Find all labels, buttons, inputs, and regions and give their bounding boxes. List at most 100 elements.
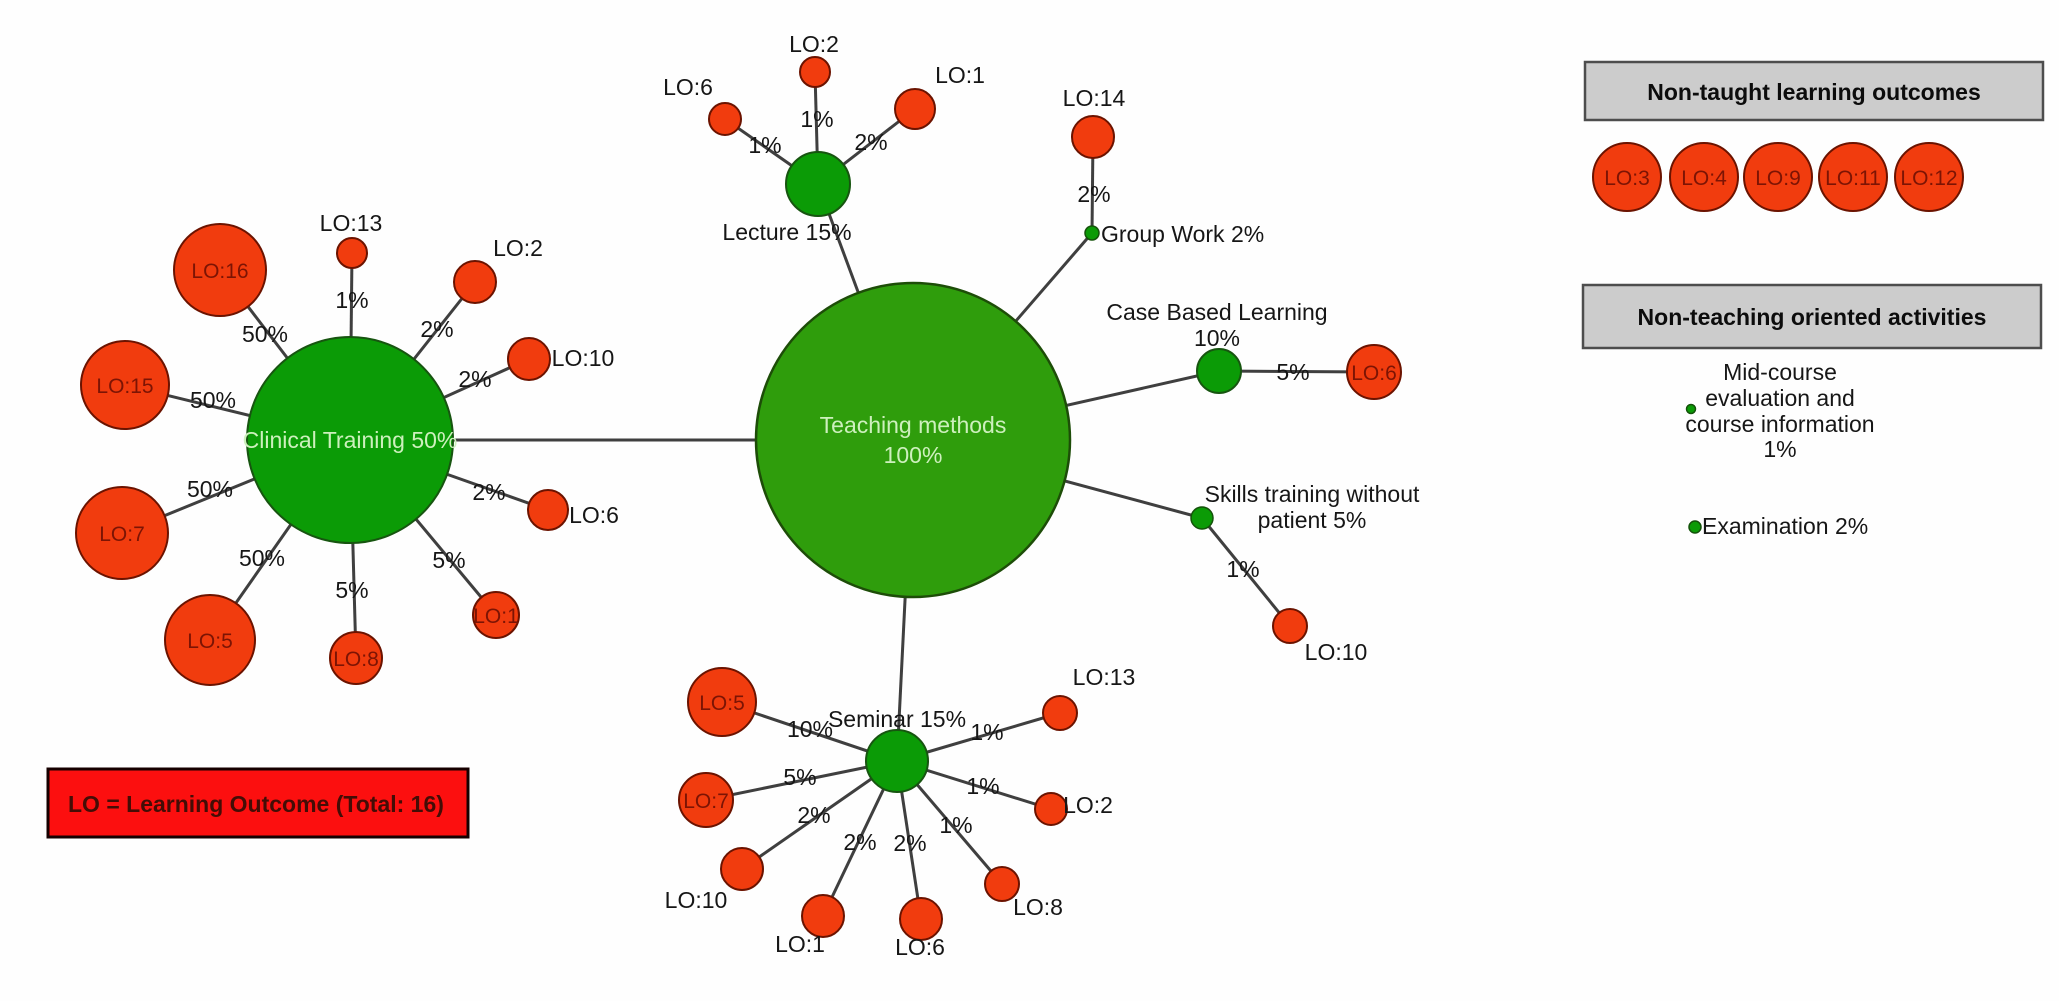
node-sem_lo8 [984, 866, 1020, 902]
midcourse-activity-line2: evaluation and [1705, 385, 1855, 411]
label-ct: Clinical Training 50% [243, 427, 458, 453]
edge-labels-layer: 1%1%2%2%5%1%10%5%2%2% 2%1%1%1%50%1%2%2%50… [187, 106, 1310, 856]
node-nt_lo9 [1743, 142, 1813, 212]
label-nt_lo12: LO:12 [1900, 167, 1957, 190]
node-sem [865, 729, 929, 793]
node-examination_dot [1688, 520, 1702, 534]
label-ct_lo5: LO:5 [187, 630, 233, 653]
edge-label-ct-ct_lo7: 50% [187, 476, 233, 502]
label-ct_lo1: LO:1 [473, 605, 519, 628]
label-sem_lo7: LO:7 [683, 790, 729, 813]
node-sem_lo13 [1042, 695, 1078, 731]
label-nt_lo11: LO:11 [1825, 167, 1881, 190]
edge-label-sem-sem_lo1: 2% [843, 829, 876, 855]
edge-sem-sem_lo7 [705, 759, 898, 802]
node-st [1190, 506, 1214, 530]
non-teaching-panel: Non-teaching oriented activities Mid-cou… [1581, 283, 2043, 539]
edge-label-lec-lec_lo6: 1% [748, 132, 781, 158]
node-lec_lo1 [894, 88, 936, 130]
label-sem: Seminar 15% [828, 706, 966, 732]
node-sem_lo7 [678, 772, 734, 828]
label-cbl_lo6: LO:6 [1351, 362, 1397, 385]
label-lec: Lecture 15% [722, 219, 851, 245]
label-ct_lo15: LO:15 [96, 375, 153, 398]
label-gw: Group Work 2% [1101, 221, 1264, 247]
label-ct_lo7: LO:7 [99, 523, 145, 546]
legend-text: LO = Learning Outcome (Total: 16) [68, 791, 444, 817]
edge-label-st-st_lo10: 1% [1226, 556, 1259, 582]
legend-box: LO = Learning Outcome (Total: 16) [46, 767, 470, 839]
label-gw_lo14: LO:14 [1063, 85, 1126, 111]
node-ct_lo8 [329, 631, 383, 685]
edge-st-st_lo10 [1200, 517, 1292, 627]
node-tm [754, 281, 1072, 599]
label-ct_lo10: LO:10 [552, 345, 615, 371]
non-teaching-panel-rect [1581, 283, 2043, 350]
node-sem_lo2 [1034, 792, 1068, 826]
node-labels-layer: Teaching methods 100% Clinical Training 50… [96, 31, 1957, 960]
label-tm: 100% [884, 442, 943, 468]
edge-label-ct-ct_lo2: 2% [420, 316, 453, 342]
label-ct_lo2: LO:2 [493, 235, 543, 261]
midcourse-activity-line3: course information [1685, 411, 1874, 437]
edge-label-lec-lec_lo1: 2% [854, 129, 887, 155]
examination-activity-label: Examination 2% [1702, 513, 1868, 539]
node-gw [1084, 225, 1100, 241]
node-ct_lo7 [75, 486, 169, 580]
node-ct_lo6 [527, 489, 569, 531]
edge-label-ct-ct_lo13: 1% [335, 287, 368, 313]
non-taught-panel-rect [1583, 60, 2045, 122]
label-lec_lo1: LO:1 [935, 62, 985, 88]
node-sem_lo5 [687, 667, 757, 737]
label-cbl: 10% [1194, 325, 1240, 351]
midcourse-activity-line1: Mid-course [1723, 359, 1837, 385]
node-ct_lo5 [164, 594, 256, 686]
label-st_lo10: LO:10 [1305, 639, 1368, 665]
label-lec_lo6: LO:6 [663, 74, 713, 100]
node-nt_lo11 [1818, 142, 1888, 212]
label-nt_lo9: LO:9 [1755, 167, 1801, 190]
nodes-layer [75, 56, 1964, 941]
label-sem_lo13: LO:13 [1073, 664, 1136, 690]
node-sem_lo6 [899, 897, 943, 941]
edge-label-ct-ct_lo1: 5% [432, 547, 465, 573]
edge-label-ct-ct_lo8: 5% [335, 577, 368, 603]
edge-label-gw-gw_lo14: 2% [1077, 181, 1110, 207]
node-lec_lo6 [708, 102, 742, 136]
edge-label-ct-ct_lo10: 2% [458, 366, 491, 392]
edge-label-sem-sem_lo2: 1% [966, 773, 999, 799]
node-midcourse_dot [1685, 403, 1697, 415]
node-cbl_lo6 [1346, 344, 1402, 400]
label-sem_lo5: LO:5 [699, 692, 745, 715]
edge-label-sem-sem_lo10: 2% [797, 802, 830, 828]
label-ct_lo16: LO:16 [191, 260, 248, 283]
label-ct_lo6: LO:6 [569, 502, 619, 528]
edge-label-ct-ct_lo6: 2% [472, 479, 505, 505]
legend-rect [46, 767, 470, 839]
node-ct_lo1 [472, 591, 520, 639]
node-ct_lo16 [173, 223, 267, 317]
label-sem_lo2: LO:2 [1063, 792, 1113, 818]
label-ct_lo8: LO:8 [333, 648, 379, 671]
label-sem_lo10: LO:10 [665, 887, 728, 913]
node-ct [246, 336, 454, 544]
node-ct_lo10 [507, 337, 551, 381]
non-taught-panel-title: Non-taught learning outcomes [1647, 79, 1981, 105]
label-lec_lo2: LO:2 [789, 31, 839, 57]
non-taught-panel: Non-taught learning outcomes [1583, 60, 2045, 122]
label-nt_lo3: LO:3 [1604, 167, 1650, 190]
label-cbl: Case Based Learning [1106, 299, 1327, 325]
label-sem_lo1: LO:1 [775, 931, 825, 957]
label-tm: Teaching methods [820, 412, 1007, 438]
node-sem_lo10 [720, 847, 764, 891]
node-lec_lo2 [799, 56, 831, 88]
edge-label-ct-ct_lo16: 50% [242, 321, 288, 347]
label-st: Skills training without [1205, 481, 1420, 507]
node-lec [785, 151, 851, 217]
edge-label-cbl-cbl_lo6: 5% [1276, 359, 1309, 385]
non-teaching-panel-title: Non-teaching oriented activities [1638, 304, 1987, 330]
edge-label-ct-ct_lo5: 50% [239, 545, 285, 571]
label-sem_lo6: LO:6 [895, 934, 945, 960]
